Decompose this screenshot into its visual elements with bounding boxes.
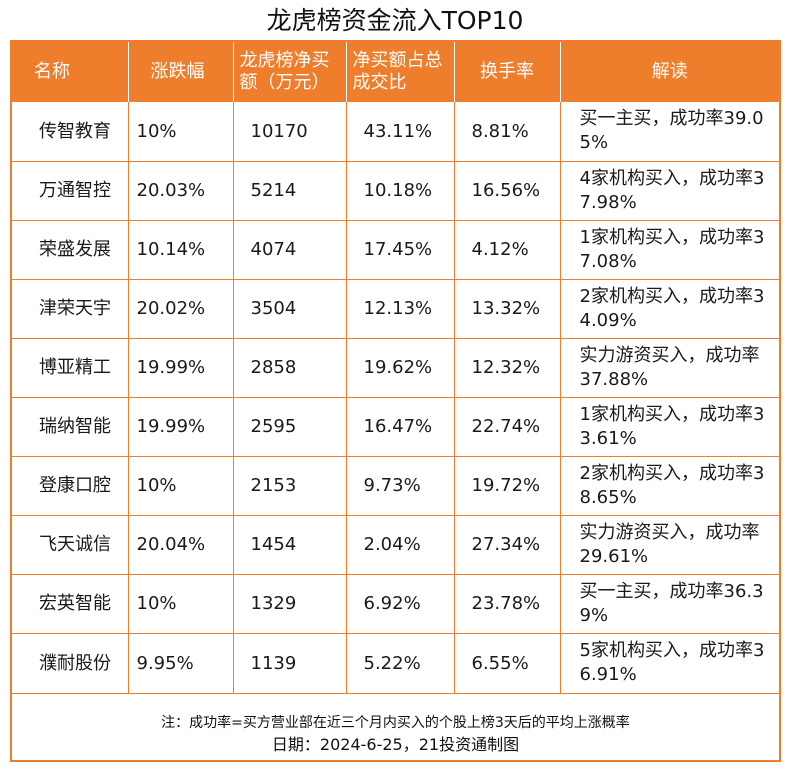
cell-change: 10% [127,102,233,162]
cell-ratio: 6.92% [345,574,454,634]
cell-name: 传智教育 [12,102,128,162]
cell-ratio: 16.47% [345,397,454,457]
cell-turnover: 12.32% [453,338,560,398]
cell-net-buy: 2858 [232,338,346,398]
cell-ratio: 43.11% [345,102,454,162]
table-row: 登康口腔 10% 2153 9.73% 19.72% 2家机构买入，成功率38.65% [12,456,779,516]
data-table: 名称 涨跌幅 龙虎榜净买额（万元） 净买额占总成交比 换手率 解读 传智教育 10… [12,42,779,694]
cell-name: 瑞纳智能 [12,397,128,457]
cell-change: 19.99% [127,338,233,398]
cell-change: 10% [127,574,233,634]
cell-change: 10% [127,456,233,516]
column-header-note: 解读 [559,42,779,102]
cell-note: 2家机构买入，成功率34.09% [559,279,779,339]
cell-note: 1家机构买入，成功率37.08% [559,220,779,280]
table-row: 荣盛发展 10.14% 4074 17.45% 4.12% 1家机构买入，成功率37.08… [12,220,779,280]
cell-note: 实力游资买入，成功率37.88% [559,338,779,398]
cell-net-buy: 1454 [232,515,346,575]
cell-turnover: 6.55% [453,633,560,694]
table-row: 瑞纳智能 19.99% 2595 16.47% 22.74% 1家机构买入，成功率33.6… [12,397,779,457]
cell-turnover: 22.74% [453,397,560,457]
column-header-name: 名称 [12,42,128,102]
cell-name: 宏英智能 [12,574,128,634]
cell-note: 2家机构买入，成功率38.65% [559,456,779,516]
column-header-turnover: 换手率 [453,42,560,102]
cell-ratio: 9.73% [345,456,454,516]
cell-net-buy: 2595 [232,397,346,457]
footnote: 注：成功率=买方营业部在近三个月内买入的个股上榜3天后的平均上涨概率 [161,715,630,731]
cell-change: 20.02% [127,279,233,339]
table-row: 博亚精工 19.99% 2858 19.62% 12.32% 实力游资买入，成功率37.8… [12,338,779,398]
table-row: 飞天诚信 20.04% 1454 2.04% 27.34% 实力游资买入，成功率29.61… [12,515,779,575]
cell-ratio: 19.62% [345,338,454,398]
cell-change: 19.99% [127,397,233,457]
cell-net-buy: 3504 [232,279,346,339]
cell-note: 实力游资买入，成功率29.61% [559,515,779,575]
cell-note: 5家机构买入，成功率36.91% [559,633,779,694]
page-title: 龙虎榜资金流入TOP10 [266,6,524,35]
cell-turnover: 27.34% [453,515,560,575]
cell-turnover: 23.78% [453,574,560,634]
cell-ratio: 10.18% [345,161,454,221]
cell-note: 1家机构买入，成功率33.61% [559,397,779,457]
column-header-ratio: 净买额占总成交比 [345,42,454,102]
cell-turnover: 13.32% [453,279,560,339]
cell-note: 4家机构买入，成功率37.98% [559,161,779,221]
cell-note: 买一主买，成功率36.39% [559,574,779,634]
cell-name: 飞天诚信 [12,515,128,575]
cell-ratio: 2.04% [345,515,454,575]
cell-change: 9.95% [127,633,233,694]
cell-change: 10.14% [127,220,233,280]
cell-net-buy: 2153 [232,456,346,516]
cell-ratio: 12.13% [345,279,454,339]
cell-note: 买一主买，成功率39.05% [559,102,779,162]
cell-name: 博亚精工 [12,338,128,398]
cell-turnover: 4.12% [453,220,560,280]
cell-turnover: 19.72% [453,456,560,516]
column-header-net-buy: 龙虎榜净买额（万元） [232,42,346,102]
table-header-row: 名称 涨跌幅 龙虎榜净买额（万元） 净买额占总成交比 换手率 解读 [12,42,779,102]
cell-turnover: 8.81% [453,102,560,162]
table-row: 濮耐股份 9.95% 1139 5.22% 6.55% 5家机构买入，成功率36.91% [12,633,779,694]
cell-name: 津荣天宇 [12,279,128,339]
cell-net-buy: 5214 [232,161,346,221]
cell-name: 万通智控 [12,161,128,221]
cell-name: 濮耐股份 [12,633,128,694]
cell-net-buy: 10170 [232,102,346,162]
cell-net-buy: 4074 [232,220,346,280]
column-header-change: 涨跌幅 [127,42,233,102]
cell-ratio: 17.45% [345,220,454,280]
date-line: 日期：2024-6-25，21投资通制图 [271,735,520,754]
table-row: 传智教育 10% 10170 43.11% 8.81% 买一主买，成功率39.05% [12,102,779,162]
cell-name: 登康口腔 [12,456,128,516]
cell-net-buy: 1139 [232,633,346,694]
cell-change: 20.03% [127,161,233,221]
cell-name: 荣盛发展 [12,220,128,280]
cell-ratio: 5.22% [345,633,454,694]
table-row: 万通智控 20.03% 5214 10.18% 16.56% 4家机构买入，成功率37.9… [12,161,779,221]
cell-net-buy: 1329 [232,574,346,634]
data-table-frame: 名称 涨跌幅 龙虎榜净买额（万元） 净买额占总成交比 换手率 解读 传智教育 10… [10,40,781,762]
table-row: 宏英智能 10% 1329 6.92% 23.78% 买一主买，成功率36.39% [12,574,779,634]
cell-change: 20.04% [127,515,233,575]
table-row: 津荣天宇 20.02% 3504 12.13% 13.32% 2家机构买入，成功率34.0… [12,279,779,339]
cell-turnover: 16.56% [453,161,560,221]
table-footer: 注：成功率=买方营业部在近三个月内买入的个股上榜3天后的平均上涨概率 日期：20… [12,703,779,760]
